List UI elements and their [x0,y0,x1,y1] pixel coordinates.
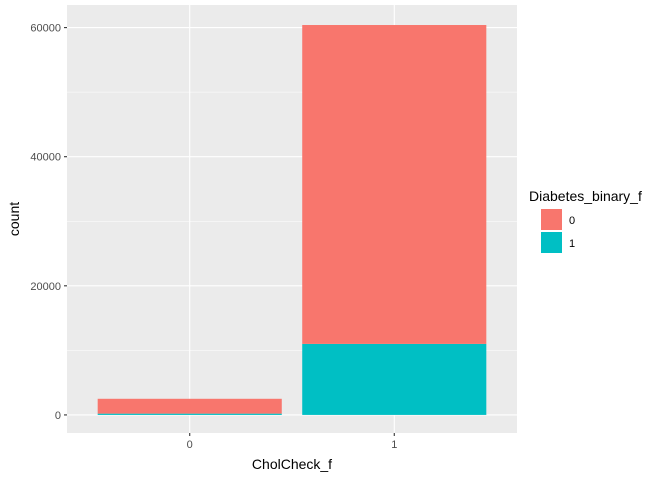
y-tick-label: 40000 [30,152,61,164]
y-tick-label: 0 [55,410,61,422]
legend: Diabetes_binary_f 01 [529,188,642,253]
bar-segment-cat-1-series-1 [302,343,487,415]
x-axis-title: CholCheck_f [252,456,332,472]
y-tick-label: 60000 [30,23,61,35]
bar-segment-cat-1-series-0 [302,25,487,344]
legend-key-label: 1 [569,238,575,250]
y-axis-title: count [6,202,22,236]
bar-segment-cat-0-series-0 [97,398,282,414]
legend-title: Diabetes_binary_f [529,188,642,204]
x-tick-label: 0 [187,439,193,451]
legend-key-swatch [541,209,562,230]
legend-items: 01 [541,209,575,253]
bar-segment-cat-0-series-1 [97,413,282,415]
legend-key-swatch [541,232,562,253]
y-tick-label: 20000 [30,281,61,293]
legend-key-label: 0 [569,215,575,227]
y-axis: 0 20000 40000 60000 [30,23,67,422]
x-tick-label: 1 [391,439,397,451]
bars [97,25,487,415]
